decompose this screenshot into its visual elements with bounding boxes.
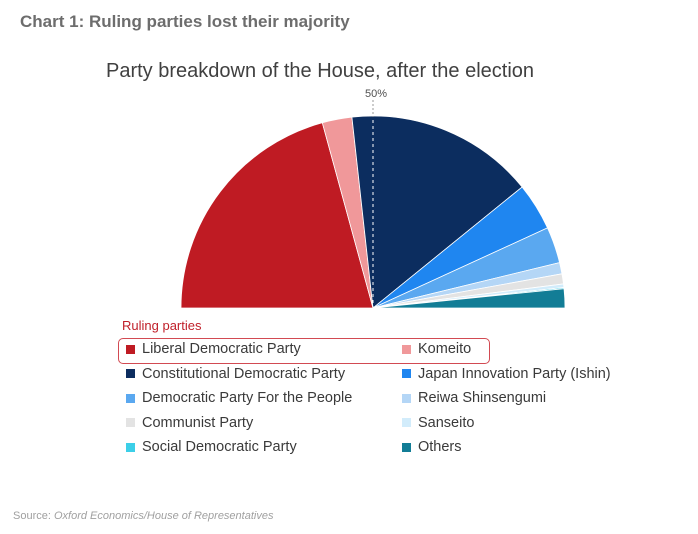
legend-item: Komeito	[402, 341, 471, 357]
legend-item: Constitutional Democratic Party	[122, 366, 402, 382]
legend-swatch	[402, 369, 411, 379]
legend-item: Liberal Democratic Party	[122, 341, 402, 357]
legend-item: Democratic Party For the People	[122, 390, 402, 406]
legend: Ruling parties Liberal Democratic Party K…	[118, 318, 622, 460]
legend-item: Sanseito	[402, 415, 474, 431]
source-note: Source: Oxford Economics/House of Repres…	[13, 510, 273, 522]
legend-row: Liberal Democratic Party Komeito	[122, 337, 622, 362]
legend-label: Others	[418, 439, 462, 456]
legend-rows: Liberal Democratic Party Komeito Constitut…	[122, 337, 622, 460]
ruling-parties-label: Ruling parties	[122, 318, 202, 333]
legend-label: Komeito	[418, 341, 472, 358]
legend-swatch	[126, 418, 135, 428]
legend-item: Communist Party	[122, 415, 402, 431]
legend-swatch	[402, 418, 411, 428]
legend-item: Social Democratic Party	[122, 439, 402, 455]
slice-liberal-democratic-party	[180, 122, 374, 309]
legend-label: Social Democratic Party	[142, 439, 297, 456]
legend-swatch	[402, 393, 411, 403]
legend-row: Social Democratic Party Others	[122, 435, 622, 460]
legend-swatch	[126, 369, 135, 379]
legend-swatch	[126, 393, 135, 403]
slice-constitutional-democratic-party	[351, 115, 523, 309]
legend-label: Japan Innovation Party (Ishin)	[418, 365, 611, 382]
source-text: Oxford Economics/House of Representative…	[53, 510, 274, 522]
legend-label: Sanseito	[418, 414, 475, 431]
legend-swatch	[402, 442, 411, 452]
ruling-parties-box	[118, 338, 490, 364]
legend-swatch	[126, 442, 135, 452]
legend-label: Constitutional Democratic Party	[142, 365, 346, 382]
legend-item: Japan Innovation Party (Ishin)	[402, 366, 611, 382]
legend-swatch	[402, 344, 411, 354]
legend-item: Others	[402, 439, 462, 455]
page-title: Chart 1: Ruling parties lost their major…	[20, 12, 350, 31]
legend-row: Democratic Party For the People Reiwa Shi…	[122, 386, 622, 411]
legend-swatch	[126, 344, 135, 354]
legend-label: Democratic Party For the People	[142, 390, 353, 407]
pie-slices	[180, 115, 566, 309]
legend-label: Liberal Democratic Party	[142, 341, 301, 358]
slice-others	[372, 288, 566, 309]
legend-label: Reiwa Shinsengumi	[418, 390, 547, 407]
fifty-percent-label: 50%	[365, 88, 387, 100]
legend-row: Constitutional Democratic Party Japan Inn…	[122, 362, 622, 387]
source-prefix: Source:	[13, 510, 54, 522]
legend-row: Communist Party Sanseito	[122, 411, 622, 436]
legend-label: Communist Party	[142, 414, 254, 431]
legend-item: Reiwa Shinsengumi	[402, 390, 546, 406]
chart-title: Party breakdown of the House, after the …	[106, 60, 534, 82]
